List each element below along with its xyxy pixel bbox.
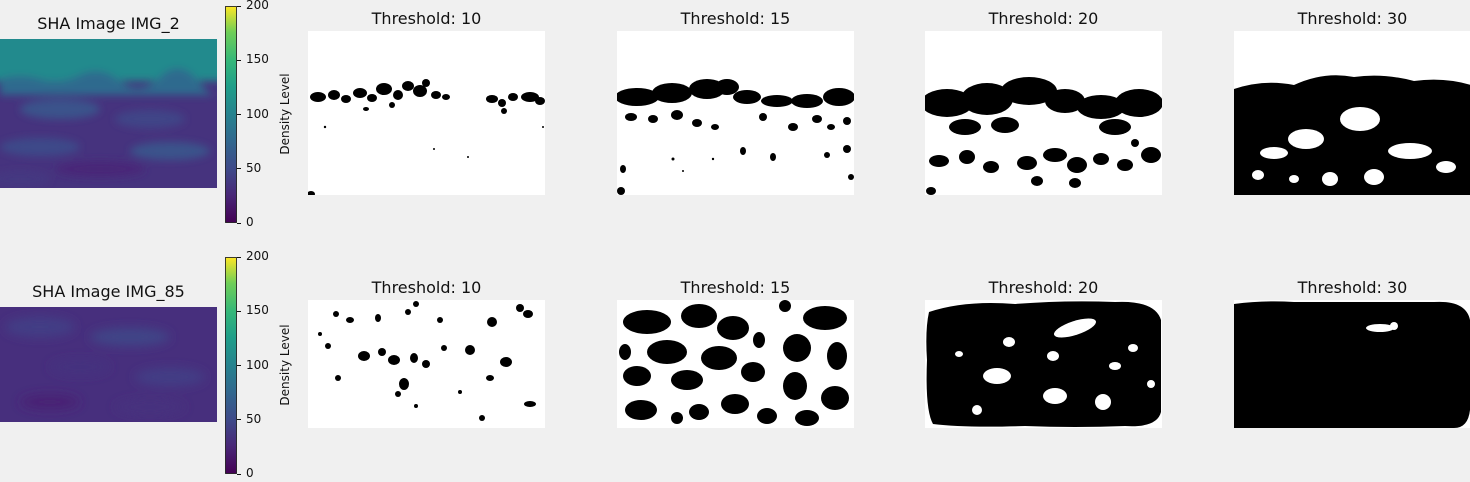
colorbar-tick-label: 200: [246, 249, 269, 263]
colorbar-tick-mark: [237, 256, 241, 258]
colorbar-label: Density Level: [278, 324, 292, 406]
threshold-mask: [1234, 31, 1470, 195]
threshold-title: Threshold: 15: [680, 9, 791, 28]
image-title: SHA Image IMG_85: [32, 282, 185, 301]
colorbar-tick-mark: [237, 5, 241, 7]
colorbar-tick-label: 150: [246, 303, 269, 318]
colorbar-tick-label: 0: [246, 215, 254, 229]
threshold-title: Threshold: 20: [988, 278, 1099, 297]
colorbar-tick-mark: [237, 473, 241, 475]
colorbar-tick-label: 200: [246, 0, 269, 12]
colorbar-tick-mark: [237, 168, 241, 170]
threshold-mask: [617, 31, 854, 195]
threshold-title: Threshold: 10: [371, 9, 482, 28]
colorbar-tick-mark: [237, 222, 241, 224]
threshold-mask: [308, 300, 545, 428]
threshold-title: Threshold: 20: [988, 9, 1099, 28]
colorbar-tick-mark: [237, 419, 241, 421]
colorbar-label: Density Level: [278, 73, 292, 155]
threshold-mask: [1234, 300, 1470, 428]
sha-heatmap: [0, 307, 217, 422]
colorbar-tick-label: 100: [246, 106, 269, 121]
threshold-mask: [308, 31, 545, 195]
colorbar-tick-mark: [237, 59, 241, 61]
colorbar: [225, 257, 237, 474]
colorbar-tick-mark: [237, 114, 241, 115]
sha-heatmap: [0, 39, 217, 188]
colorbar: [225, 6, 237, 223]
threshold-title: Threshold: 15: [680, 278, 791, 297]
colorbar-tick-label: 0: [246, 466, 254, 480]
image-title: SHA Image IMG_2: [37, 14, 180, 33]
threshold-title: Threshold: 30: [1297, 278, 1408, 297]
colorbar-tick-mark: [237, 310, 241, 312]
threshold-mask: [925, 300, 1162, 428]
colorbar-tick-mark: [237, 365, 241, 366]
threshold-mask: [617, 300, 854, 428]
colorbar-tick-label: 100: [246, 357, 269, 372]
threshold-title: Threshold: 10: [371, 278, 482, 297]
colorbar-tick-label: 50: [246, 160, 262, 175]
threshold-title: Threshold: 30: [1297, 9, 1408, 28]
colorbar-tick-label: 50: [246, 411, 262, 426]
colorbar-tick-label: 150: [246, 52, 269, 67]
threshold-mask: [925, 31, 1162, 195]
